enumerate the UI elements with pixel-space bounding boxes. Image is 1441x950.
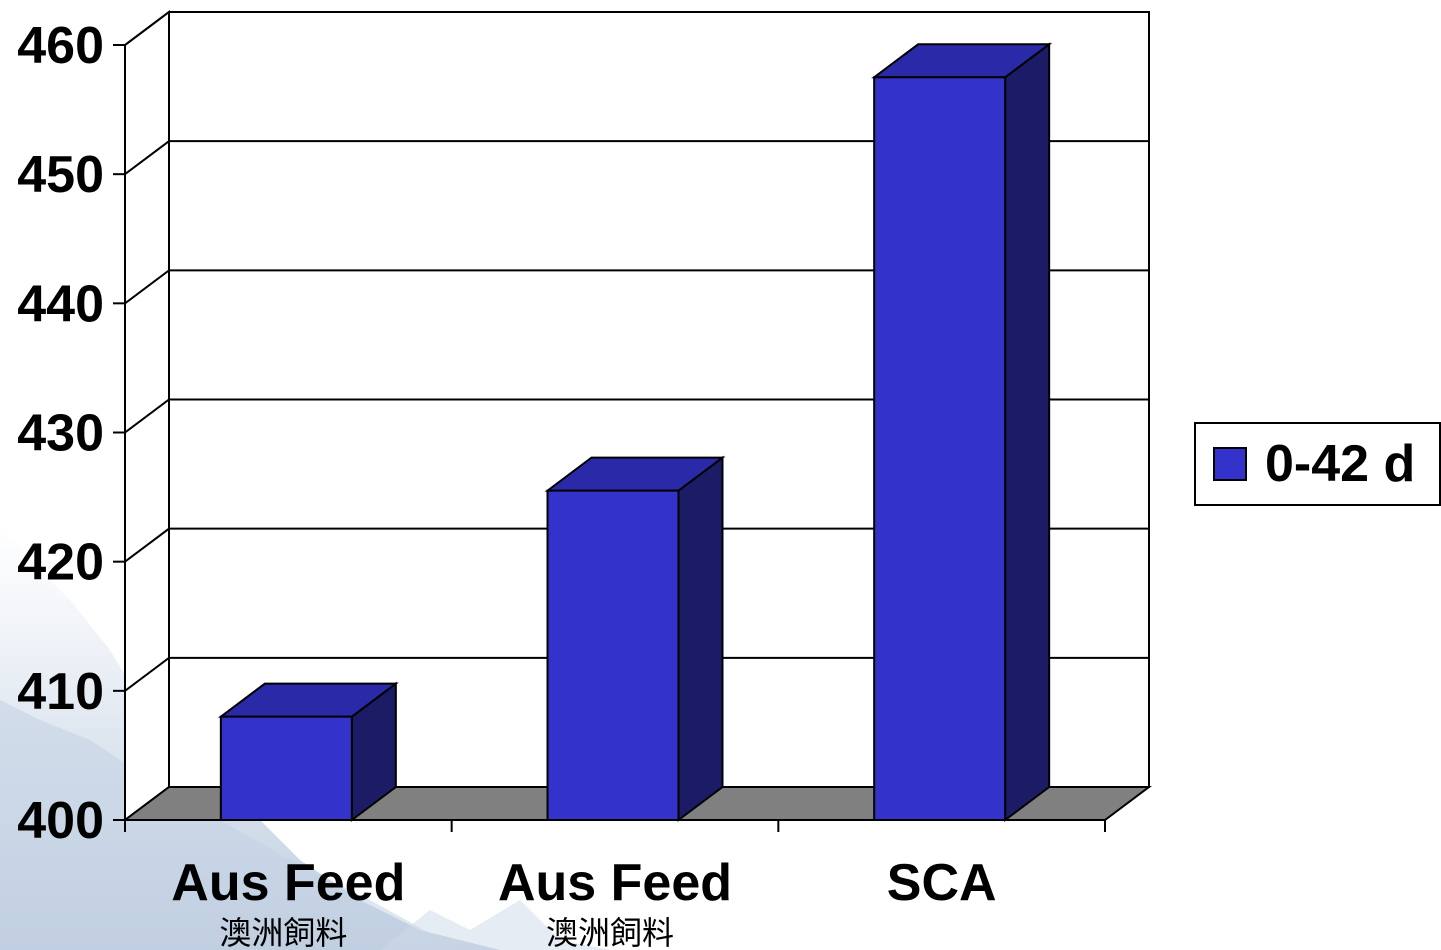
x-tick-sublabel: 澳洲飼料 bbox=[546, 914, 674, 950]
bar-side bbox=[1004, 42, 1051, 823]
gridline bbox=[124, 527, 1149, 563]
gridline bbox=[124, 11, 1149, 46]
bar bbox=[217, 681, 399, 822]
legend-label: 0-42 d bbox=[1265, 435, 1416, 493]
y-tick-label: 440 bbox=[17, 275, 104, 333]
gridline bbox=[124, 656, 1149, 692]
bar-front bbox=[546, 489, 680, 821]
x-tick-sublabel: 澳洲飼料 bbox=[219, 914, 347, 950]
gridline bbox=[124, 269, 1149, 305]
bar bbox=[871, 42, 1053, 823]
bar bbox=[544, 455, 726, 822]
y-tick-label: 420 bbox=[17, 534, 104, 592]
y-tick-label: 410 bbox=[17, 663, 104, 721]
y-tick-label: 430 bbox=[17, 405, 104, 463]
y-tick-label: 450 bbox=[17, 146, 104, 204]
gridline bbox=[124, 398, 1149, 434]
bar-front bbox=[873, 76, 1007, 821]
legend: 0-42 d bbox=[1194, 422, 1441, 506]
y-tick-label: 400 bbox=[17, 792, 104, 850]
bar-side bbox=[677, 455, 724, 822]
legend-swatch bbox=[1213, 447, 1247, 481]
x-tick-label: SCA bbox=[887, 854, 997, 912]
x-tick-label: Aus Feed bbox=[171, 854, 405, 912]
bar-front bbox=[219, 715, 353, 822]
x-tick-label: Aus Feed bbox=[498, 854, 732, 912]
gridline bbox=[124, 140, 1149, 175]
y-tick-label: 460 bbox=[17, 17, 104, 75]
